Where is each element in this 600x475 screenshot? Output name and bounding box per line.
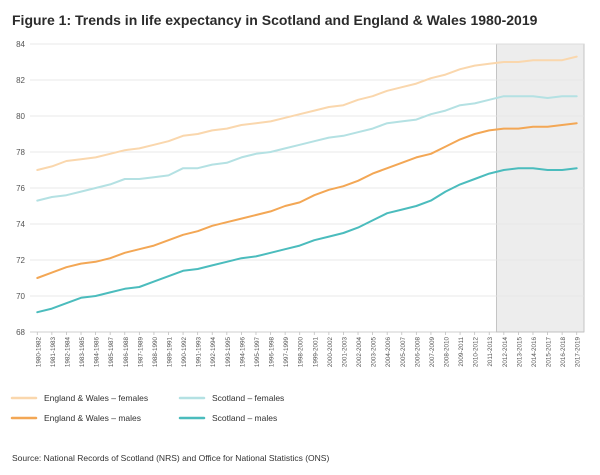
series-line-ew-females xyxy=(36,55,578,171)
y-tick-label: 68 xyxy=(16,328,25,337)
x-tick-label: 1986-1988 xyxy=(123,337,130,368)
x-tick-label: 1987-1989 xyxy=(137,337,144,368)
x-tick-label: 1995-1997 xyxy=(254,337,261,368)
source-note: Source: National Records of Scotland (NR… xyxy=(12,453,330,463)
y-tick-label: 76 xyxy=(16,184,25,193)
x-tick-label: 2002-2004 xyxy=(356,337,363,368)
x-tick-label: 1988-1990 xyxy=(152,337,159,368)
x-tick-label: 1983-1985 xyxy=(79,337,86,368)
legend-item: Scotland – females xyxy=(178,393,284,403)
x-tick-label: 2013-2015 xyxy=(516,337,523,368)
x-tick-label: 2004-2006 xyxy=(385,337,392,368)
y-tick-label: 80 xyxy=(16,112,25,121)
y-tick-label: 78 xyxy=(16,148,25,157)
x-tick-label: 1989-1991 xyxy=(167,337,174,368)
x-tick-label: 2015-2017 xyxy=(546,337,553,368)
x-tick-label: 1996-1998 xyxy=(269,337,276,368)
x-tick-label: 1993-1995 xyxy=(225,337,232,368)
x-tick-label: 1999-2001 xyxy=(312,337,319,368)
chart-title: Figure 1: Trends in life expectancy in S… xyxy=(12,12,538,28)
legend-label: Scotland – males xyxy=(212,413,277,423)
legend-item: England & Wales – females xyxy=(10,393,148,403)
legend-label: England & Wales – males xyxy=(44,413,141,423)
x-tick-label: 2016-2018 xyxy=(560,337,567,368)
x-tick-label: 2009-2011 xyxy=(458,337,465,367)
x-tick-label: 1998-2000 xyxy=(298,337,305,368)
y-tick-label: 70 xyxy=(16,292,25,301)
series-line-scotland-males xyxy=(36,167,578,314)
x-tick-label: 1990-1992 xyxy=(181,337,188,368)
x-tick-label: 2014-2016 xyxy=(531,337,538,368)
x-tick-label: 2011-2013 xyxy=(487,337,494,367)
x-tick-label: 1984-1986 xyxy=(94,337,101,368)
x-tick-label: 1992-1994 xyxy=(210,337,217,368)
y-tick-label: 82 xyxy=(16,76,25,85)
x-tick-label: 2003-2005 xyxy=(371,337,378,368)
x-tick-label: 1994-1996 xyxy=(239,337,246,368)
x-tick-label: 1997-1999 xyxy=(283,337,290,368)
legend-item: England & Wales – males xyxy=(10,413,141,423)
legend-item: Scotland – males xyxy=(178,413,277,423)
x-tick-label: 2008-2010 xyxy=(444,337,451,368)
x-tick-label: 2001-2003 xyxy=(341,337,348,368)
y-tick-label: 72 xyxy=(16,256,25,265)
x-tick-label: 1982-1984 xyxy=(64,337,71,368)
y-tick-label: 74 xyxy=(16,220,25,229)
x-tick-label: 2006-2008 xyxy=(414,337,421,368)
x-tick-label: 1991-1993 xyxy=(196,337,203,368)
x-tick-label: 2005-2007 xyxy=(400,337,407,368)
y-tick-label: 84 xyxy=(16,40,25,49)
x-tick-label: 1981-1983 xyxy=(50,337,57,368)
x-tick-label: 1985-1987 xyxy=(108,337,115,368)
x-tick-label: 2007-2009 xyxy=(429,337,436,368)
x-tick-label: 1980-1982 xyxy=(35,337,42,368)
legend-label: Scotland – females xyxy=(212,393,284,403)
x-tick-label: 2012-2014 xyxy=(502,337,509,368)
x-tick-label: 2000-2002 xyxy=(327,337,334,368)
series-line-ew-males xyxy=(36,122,578,279)
legend-label: England & Wales – females xyxy=(44,393,148,403)
x-tick-label: 2017-2019 xyxy=(575,337,582,368)
series-line-scotland-females xyxy=(36,95,578,202)
x-tick-label: 2010-2012 xyxy=(473,337,480,368)
